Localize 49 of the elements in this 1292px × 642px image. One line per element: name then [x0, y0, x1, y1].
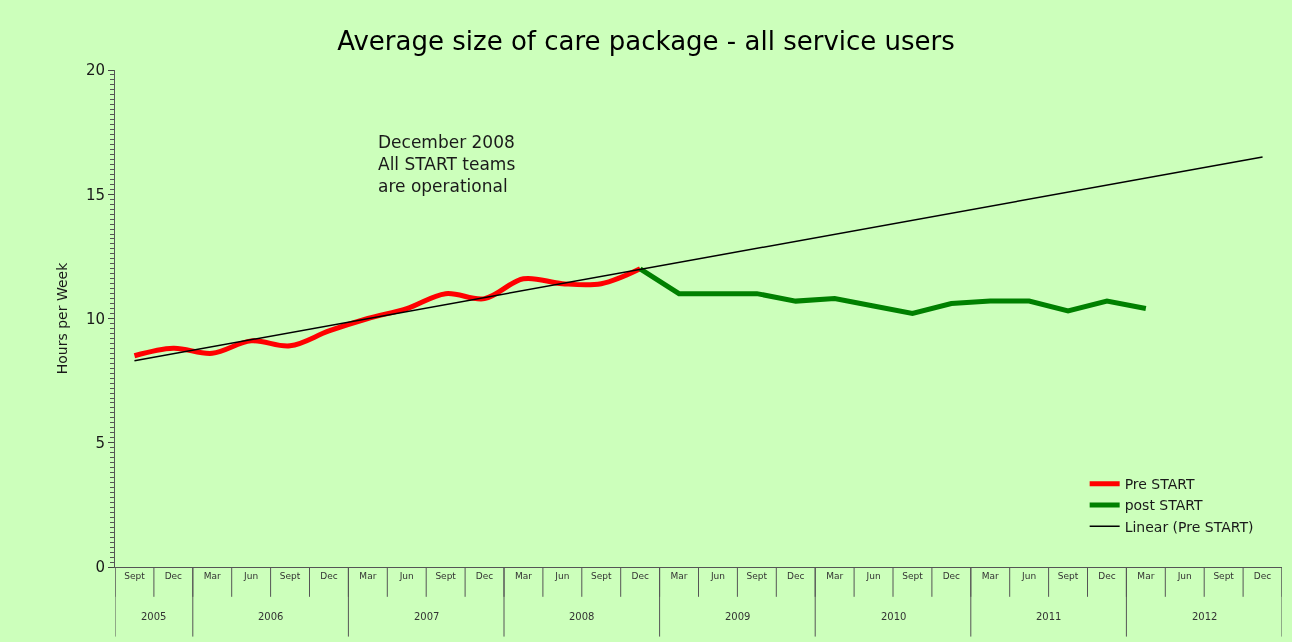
text: 2008	[569, 611, 595, 622]
text: 2011	[1036, 611, 1062, 622]
x-tick-label: Jun	[554, 570, 570, 581]
y-tick-label: 0	[95, 558, 105, 577]
x-tick-label: Sept	[279, 570, 301, 581]
chart-title: Average size of care package - all service users	[337, 26, 955, 57]
x-tick-label: Mar	[514, 570, 533, 581]
text: 2012	[1192, 611, 1218, 622]
text: 2006	[258, 611, 284, 622]
x-tick-label: Dec	[631, 570, 649, 581]
x-tick-label: Dec	[787, 570, 805, 581]
x-tick-label: Sept	[1213, 570, 1235, 581]
x-tick-label: Jun	[398, 570, 414, 581]
annotation: December 2008 All START teams are operational	[378, 132, 516, 197]
x-tick-label: Dec	[320, 570, 338, 581]
x-tick-label: Dec	[1098, 570, 1116, 581]
y-axis-title: Hours per Week	[53, 261, 70, 375]
x-tick-label: Sept	[591, 570, 612, 581]
x-tick-label: Mar	[670, 570, 688, 581]
x-tick-label: Dec	[1253, 570, 1272, 581]
text: 2009	[725, 611, 751, 622]
x-tick-label: Sept	[746, 570, 768, 581]
x-tick-label: Mar	[826, 570, 844, 581]
text: 2005	[141, 611, 167, 622]
y-tick-label: 20	[85, 61, 105, 80]
legend-label: Pre START	[1124, 476, 1196, 493]
x-tick-label: Sept	[435, 570, 457, 581]
x-tick-label: Jun	[243, 570, 259, 581]
y-tick-label: 5	[95, 434, 105, 452]
y-tick-label: 15	[85, 185, 105, 204]
x-tick-label: Sept	[1057, 570, 1079, 581]
text: 2010	[881, 611, 907, 622]
x-tick-label: Mar	[203, 570, 222, 581]
x-tick-label: Mar	[981, 570, 1000, 581]
x-tick-label: Sept	[124, 570, 146, 581]
x-tick-label: Dec	[164, 570, 183, 581]
legend-label: Linear (Pre START)	[1124, 518, 1254, 535]
x-tick-label: Jun	[1021, 570, 1037, 581]
x-tick-label: Jun	[1176, 570, 1192, 581]
x-tick-label: Jun	[865, 570, 881, 581]
x-tick-label: Dec	[475, 570, 494, 581]
x-tick-label: Sept	[902, 570, 924, 581]
x-tick-label: Mar	[359, 570, 377, 581]
x-tick-label: Mar	[1137, 570, 1155, 581]
y-tick-label: 10	[85, 309, 105, 328]
legend-label: post START	[1124, 497, 1203, 514]
x-tick-label: Dec	[942, 570, 961, 581]
x-tick-label: Jun	[709, 570, 725, 581]
text: 2007	[414, 611, 440, 622]
